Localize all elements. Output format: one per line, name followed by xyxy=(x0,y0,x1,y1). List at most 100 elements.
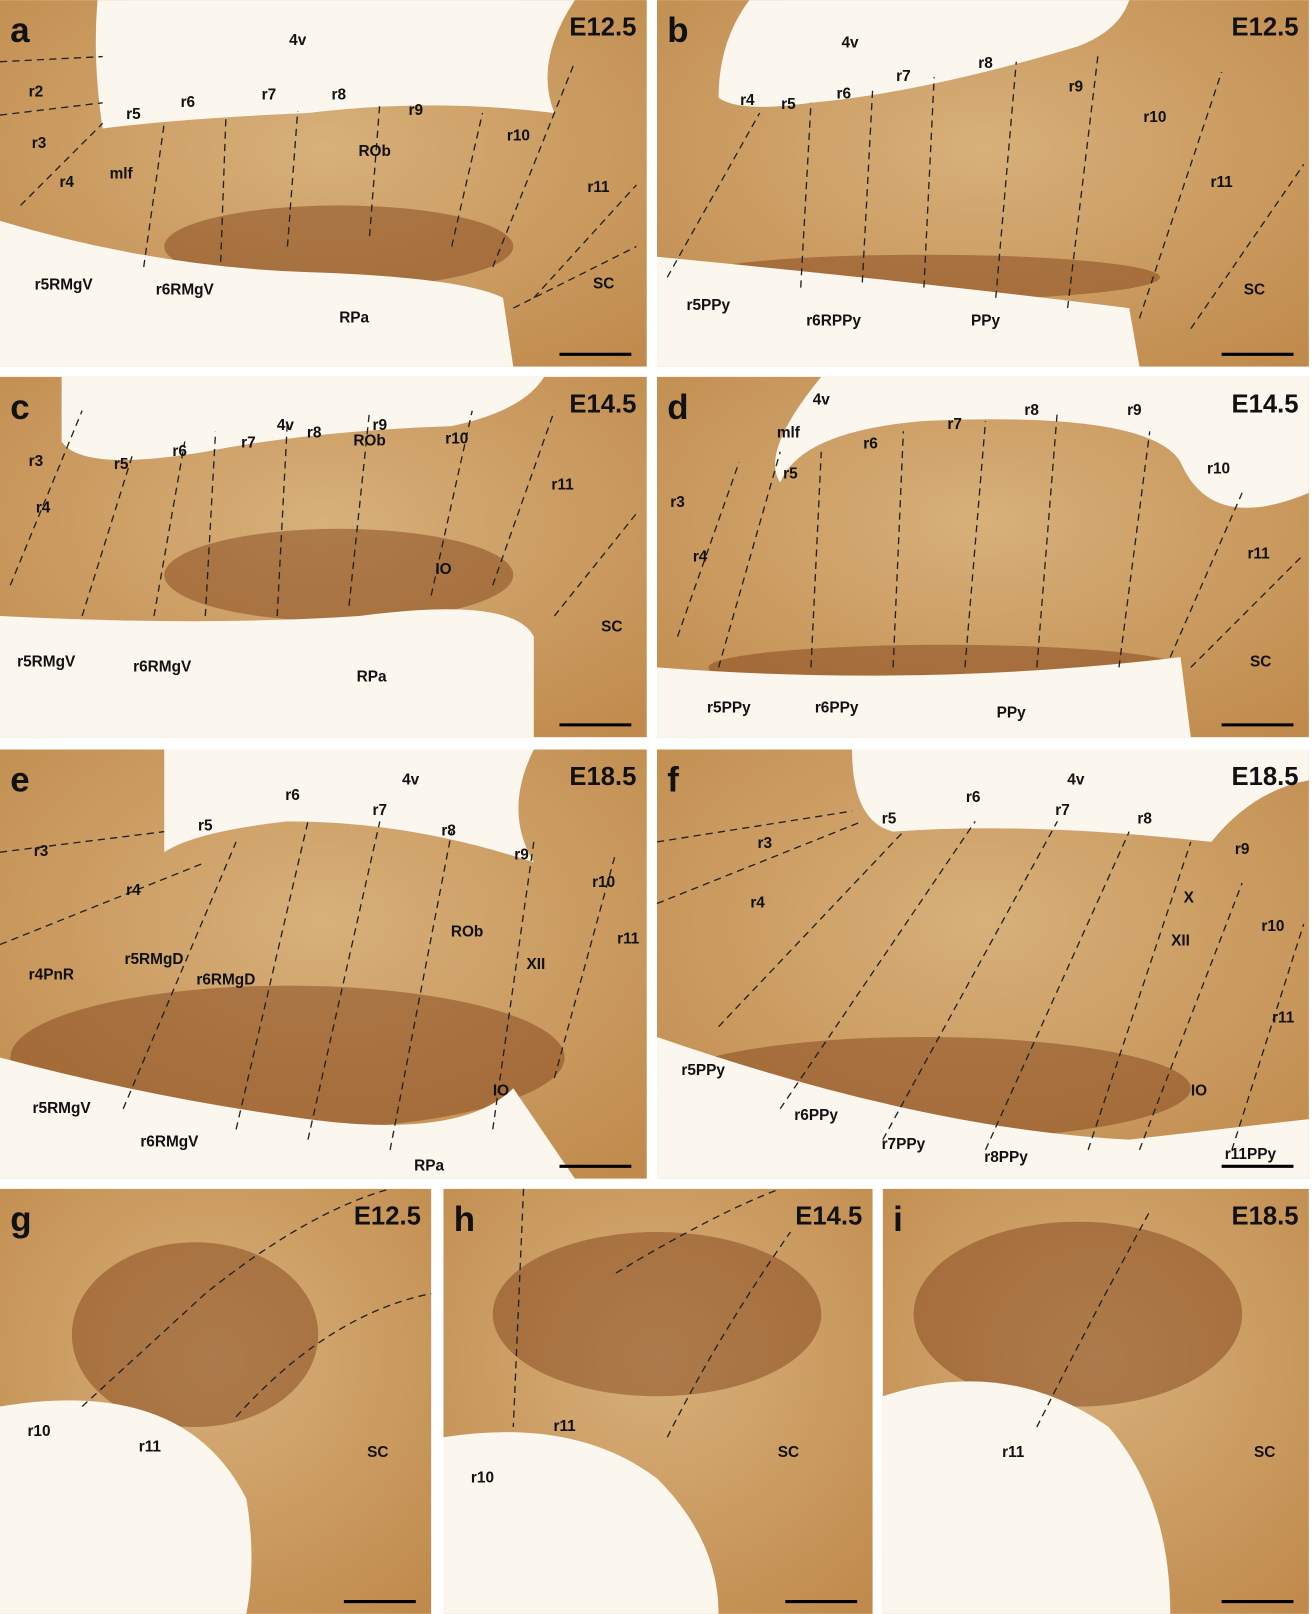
region-label: SC xyxy=(1250,653,1271,670)
stage-label: E12.5 xyxy=(354,1202,421,1230)
region-label: r7 xyxy=(373,802,388,819)
region-label: r7 xyxy=(896,68,911,85)
panel: fE18.54vr5r6r7r8r9r3r4XXIIr10r11IOr5PPyr… xyxy=(657,750,1309,1179)
region-label: r10 xyxy=(1207,460,1230,477)
region-label: ROb xyxy=(353,433,385,450)
region-label: r3 xyxy=(32,135,47,152)
region-label: r11 xyxy=(551,477,574,494)
region-label: r10 xyxy=(1261,918,1284,935)
region-label: r5RMgV xyxy=(33,1100,92,1117)
stained-cells xyxy=(914,1222,1243,1407)
region-label: r2 xyxy=(29,84,44,101)
region-label: RPa xyxy=(357,669,387,686)
region-label: r6 xyxy=(863,436,878,453)
region-label: r6RPPy xyxy=(806,312,861,329)
panel-letter: f xyxy=(667,761,679,800)
region-label: r6 xyxy=(285,787,300,804)
region-label: r11 xyxy=(1002,1444,1025,1461)
region-label: r4 xyxy=(36,499,51,516)
panel: bE12.54vr4r5r6r7r8r9r10r11r5PPyr6RPPyPPy… xyxy=(657,0,1309,366)
region-label: r9 xyxy=(1069,78,1084,95)
region-label: r3 xyxy=(34,843,49,860)
region-label: r11 xyxy=(1272,1010,1295,1027)
region-label: r3 xyxy=(670,494,685,511)
region-label: IO xyxy=(493,1082,509,1099)
region-label: r9 xyxy=(1235,841,1250,858)
stained-cells xyxy=(164,529,513,621)
region-label: r3 xyxy=(758,835,773,852)
region-label: r4 xyxy=(59,174,74,191)
region-label: r11 xyxy=(587,179,610,196)
region-label: XII xyxy=(526,956,545,973)
region-label: RPa xyxy=(339,309,369,326)
region-label: r5RMgV xyxy=(17,653,76,670)
stage-label: E12.5 xyxy=(1232,14,1299,42)
region-label: XII xyxy=(1171,933,1190,950)
region-label: SC xyxy=(1244,282,1265,299)
panel-letter: g xyxy=(10,1200,31,1239)
region-label: r7 xyxy=(1055,802,1070,819)
region-label: SC xyxy=(593,276,614,293)
panel-letter: b xyxy=(667,11,688,50)
region-label: r5 xyxy=(783,465,798,482)
panel-letter: a xyxy=(10,11,30,50)
region-label: SC xyxy=(601,618,622,635)
region-label: r5 xyxy=(781,96,796,113)
region-label: r4PnR xyxy=(29,966,74,983)
region-label: r9 xyxy=(408,102,423,119)
region-label: RPa xyxy=(414,1157,444,1174)
region-label: 4v xyxy=(841,34,859,51)
region-label: r7 xyxy=(262,87,277,104)
region-label: r4 xyxy=(693,549,708,566)
panel: gE12.5r10r11SC xyxy=(0,1189,431,1614)
stage-label: E14.5 xyxy=(1232,390,1299,418)
panel: hE14.5r11r10SC xyxy=(443,1189,872,1614)
region-label: r11PPy xyxy=(1225,1146,1277,1163)
region-label: 4v xyxy=(277,417,295,434)
stage-label: E14.5 xyxy=(569,390,636,418)
region-label: r10 xyxy=(445,431,468,448)
region-label: r5RMgD xyxy=(125,951,184,968)
region-label: r8 xyxy=(1024,402,1039,419)
region-label: r5PPy xyxy=(707,700,751,717)
region-label: r6 xyxy=(837,86,852,103)
stage-label: E18.5 xyxy=(1232,1202,1299,1230)
region-label: r6RMgD xyxy=(196,972,255,989)
region-label: IO xyxy=(1191,1082,1207,1099)
region-label: r4 xyxy=(126,882,141,899)
region-label: 4v xyxy=(289,32,307,49)
region-label: r6PPy xyxy=(815,700,859,717)
panel-letter: i xyxy=(893,1200,903,1239)
region-label: r10 xyxy=(471,1469,494,1486)
region-label: r8 xyxy=(978,55,993,72)
region-label: IO xyxy=(435,561,451,578)
region-label: r5PPy xyxy=(681,1062,725,1079)
region-label: PPy xyxy=(971,312,1001,329)
region-label: r5 xyxy=(114,456,129,473)
region-label: r3 xyxy=(29,453,44,470)
panel: cE14.54vr3r4r5r6r7r8r9r10r11RObIOr5RMgVr… xyxy=(0,377,647,737)
panel-letter: e xyxy=(10,761,29,800)
stage-label: E18.5 xyxy=(569,763,636,791)
panel: iE18.5r11SC xyxy=(883,1189,1309,1614)
region-label: r8 xyxy=(1137,810,1152,827)
region-label: r8PPy xyxy=(984,1149,1028,1166)
figure: aE12.54vr2r3r4r5r6r7r8r9r10r11mlfRObr5RM… xyxy=(0,0,1314,1614)
region-label: r6RMgV xyxy=(156,282,215,299)
region-label: r11 xyxy=(139,1439,162,1456)
region-label: r7PPy xyxy=(882,1136,926,1153)
stage-label: E14.5 xyxy=(795,1202,862,1230)
region-label: r7 xyxy=(241,435,256,452)
region-label: r5 xyxy=(882,810,897,827)
region-label: r8 xyxy=(441,823,456,840)
region-label: r6 xyxy=(966,789,981,806)
region-label: PPy xyxy=(997,705,1027,722)
region-label: r5 xyxy=(198,818,213,835)
region-label: SC xyxy=(367,1444,388,1461)
region-label: X xyxy=(1184,889,1195,906)
region-label: r10 xyxy=(1143,109,1166,126)
stained-cells xyxy=(493,1232,822,1396)
